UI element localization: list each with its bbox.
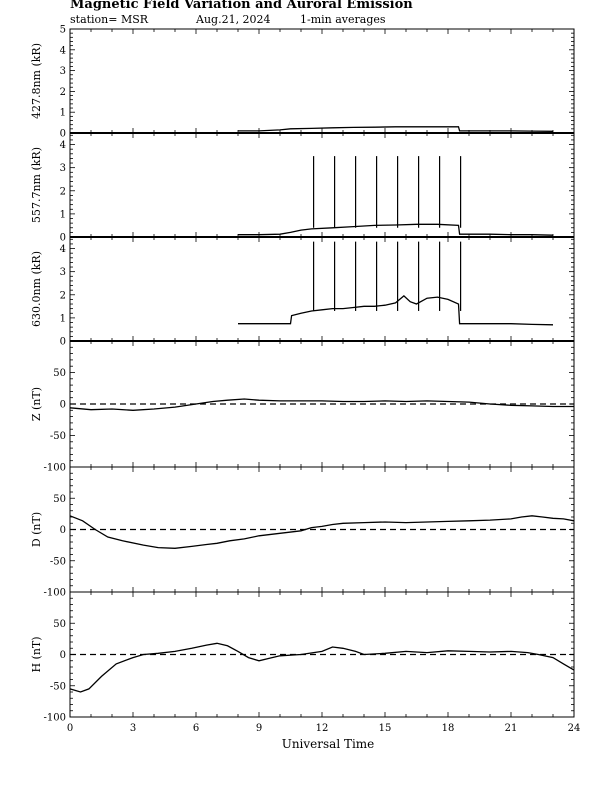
y-tick-label: 3 [60, 66, 66, 77]
x-tick-label: 9 [256, 723, 262, 734]
y-axis-label: H (nT) [30, 636, 43, 672]
y-tick-label: 2 [60, 87, 66, 98]
panel-frame [69, 28, 575, 134]
y-tick-label: 50 [53, 494, 66, 505]
y-tick-label: 0 [60, 129, 66, 140]
panel-pZ: -100 -50 0 50 Z (nT) [30, 340, 575, 474]
y-axis-label: D (nT) [30, 512, 43, 547]
y-axis-label: Z (nT) [30, 387, 43, 421]
series-line [69, 398, 574, 411]
x-tick-label: 12 [316, 723, 329, 734]
panel-p5577: 0 1 2 3 4 557.7nm (kR) [30, 132, 575, 244]
station-label: station= MSR [70, 13, 149, 26]
y-tick-label: 2 [60, 186, 66, 197]
x-tick-label: 24 [568, 723, 581, 734]
panels-group: 0 1 2 3 4 5 427.8nm (kR) 0 1 2 3 4 557.7nm (kR) 0 1 2 3 4… [30, 25, 575, 724]
panel-p6300: 0 1 2 3 4 630.0nm (kR) [30, 236, 575, 348]
x-tick-label: 0 [67, 723, 73, 734]
series-line [69, 515, 575, 549]
x-tick-label: 6 [193, 723, 199, 734]
y-tick-label: 0 [60, 650, 66, 661]
series-line [238, 126, 554, 132]
averaging-label: 1-min averages [300, 13, 386, 26]
y-tick-label: 4 [60, 244, 66, 255]
y-tick-label: -50 [50, 556, 66, 567]
x-tick-label: 3 [130, 723, 136, 734]
y-tick-label: 4 [60, 140, 66, 151]
chart-title: Magnetic Field Variation and Auroral Emi… [70, 0, 413, 12]
x-tick-label: 18 [442, 723, 455, 734]
panel-frame [69, 236, 575, 342]
series-line [69, 642, 575, 693]
x-tick-label: 21 [505, 723, 518, 734]
y-tick-label: 0 [60, 525, 66, 536]
y-tick-label: 4 [60, 45, 66, 56]
y-tick-label: 1 [60, 313, 66, 324]
panel-p4278: 0 1 2 3 4 5 427.8nm (kR) [30, 25, 575, 140]
y-tick-label: 1 [60, 108, 66, 119]
y-tick-label: 3 [60, 163, 66, 174]
x-tick-label: 15 [379, 723, 392, 734]
y-tick-label: 0 [60, 400, 66, 411]
panel-pH: -100 -50 0 50 H (nT) [30, 591, 575, 724]
y-tick-label: 0 [60, 233, 66, 244]
y-tick-label: 50 [53, 368, 66, 379]
panel-frame [69, 132, 575, 238]
y-tick-label: -50 [50, 681, 66, 692]
y-tick-label: 3 [60, 267, 66, 278]
y-tick-label: -100 [44, 463, 66, 474]
x-axis-label: Universal Time [282, 737, 375, 751]
y-axis-label: 630.0nm (kR) [30, 251, 43, 327]
y-tick-label: -50 [50, 431, 66, 442]
y-tick-label: -100 [44, 713, 66, 724]
y-axis-label: 427.8nm (kR) [30, 43, 43, 119]
panel-pD: -100 -50 0 50 D (nT) [30, 466, 575, 599]
x-axis: 0 3 6 9 12 15 18 21 24 [67, 723, 581, 734]
y-tick-label: 2 [60, 290, 66, 301]
y-tick-label: 1 [60, 209, 66, 220]
y-tick-label: 0 [60, 337, 66, 348]
y-tick-label: 50 [53, 619, 66, 630]
series-line [238, 295, 554, 326]
y-tick-label: 5 [60, 25, 66, 36]
y-tick-label: -100 [44, 588, 66, 599]
series-line [238, 223, 554, 236]
y-axis-label: 557.7nm (kR) [30, 147, 43, 223]
date-label: Aug.21, 2024 [196, 13, 271, 26]
